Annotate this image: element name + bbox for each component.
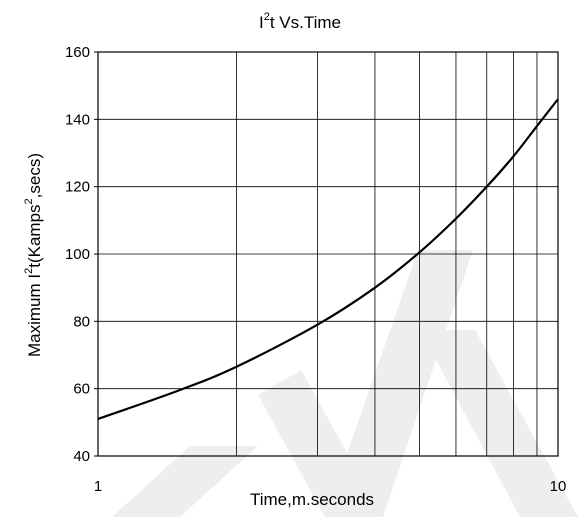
y-tick-label: 120 [65, 179, 90, 196]
y-tick-label: 40 [73, 448, 90, 465]
x-axis-label: Time,m.seconds [250, 490, 374, 509]
watermark-stripe [112, 446, 258, 517]
watermark-stripe [325, 250, 473, 517]
chart-title: I2t Vs.Time [259, 11, 341, 32]
watermark [112, 250, 578, 517]
x-tick-label: 10 [550, 478, 567, 495]
y-tick-label: 140 [65, 111, 90, 128]
series-layer [97, 98, 559, 421]
y-tick-label: 100 [65, 246, 90, 263]
y-axis-label: Maximum I2t(Kamps2,secs) [23, 153, 44, 357]
labels: 40 60 80 100 120 140 160 1 10 [65, 44, 566, 495]
grid [98, 51, 558, 457]
series-line [97, 98, 559, 421]
y-tick-label: 80 [73, 313, 90, 330]
watermark-stripe [420, 330, 578, 517]
y-tick-label: 160 [65, 44, 90, 61]
x-tick-label: 1 [94, 478, 102, 495]
y-tick-label: 60 [73, 381, 90, 398]
